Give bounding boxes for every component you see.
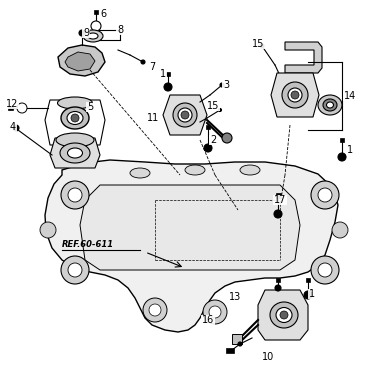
Bar xyxy=(276,278,280,282)
Ellipse shape xyxy=(318,95,342,115)
Circle shape xyxy=(209,306,221,318)
Text: 9: 9 xyxy=(83,28,89,38)
Ellipse shape xyxy=(60,143,90,163)
Text: 17: 17 xyxy=(274,195,286,205)
Text: 16: 16 xyxy=(202,315,214,325)
Circle shape xyxy=(17,103,27,113)
Circle shape xyxy=(318,263,332,277)
Ellipse shape xyxy=(178,108,192,122)
Text: REF.60-611: REF.60-611 xyxy=(62,240,114,249)
Ellipse shape xyxy=(83,30,103,42)
Circle shape xyxy=(164,83,172,91)
Circle shape xyxy=(274,210,282,218)
Circle shape xyxy=(68,263,82,277)
Circle shape xyxy=(149,304,161,316)
Polygon shape xyxy=(45,100,105,145)
Circle shape xyxy=(203,300,227,324)
Text: 1: 1 xyxy=(160,69,166,79)
Ellipse shape xyxy=(276,308,292,323)
Polygon shape xyxy=(58,45,105,76)
Text: 11: 11 xyxy=(147,113,159,123)
Ellipse shape xyxy=(68,148,82,158)
Text: 14: 14 xyxy=(344,91,356,101)
Circle shape xyxy=(71,114,79,122)
Ellipse shape xyxy=(240,165,260,175)
Bar xyxy=(306,278,310,282)
Circle shape xyxy=(222,133,232,143)
Circle shape xyxy=(91,21,101,31)
Circle shape xyxy=(318,188,332,202)
Text: 8: 8 xyxy=(117,25,123,35)
Text: 15: 15 xyxy=(252,39,264,49)
Ellipse shape xyxy=(88,33,98,39)
Circle shape xyxy=(338,153,346,161)
Text: 1: 1 xyxy=(309,289,315,299)
Ellipse shape xyxy=(185,165,205,175)
Text: 3: 3 xyxy=(223,80,229,90)
Bar xyxy=(8,106,13,110)
Circle shape xyxy=(40,222,56,238)
Text: 2: 2 xyxy=(210,135,216,145)
Circle shape xyxy=(79,30,85,36)
Bar xyxy=(94,10,98,14)
Text: 7: 7 xyxy=(149,62,155,72)
Text: 4: 4 xyxy=(10,122,16,132)
Circle shape xyxy=(304,291,312,299)
Text: 13: 13 xyxy=(229,292,241,302)
Circle shape xyxy=(311,256,339,284)
Ellipse shape xyxy=(173,103,197,127)
Text: 12: 12 xyxy=(6,99,18,109)
Ellipse shape xyxy=(282,82,308,108)
Ellipse shape xyxy=(270,302,298,328)
Text: 1: 1 xyxy=(347,145,353,155)
Circle shape xyxy=(219,109,222,111)
Text: 15: 15 xyxy=(207,101,219,111)
Polygon shape xyxy=(163,95,207,135)
Bar xyxy=(340,138,344,142)
Circle shape xyxy=(291,91,299,99)
Text: 6: 6 xyxy=(100,9,106,19)
Circle shape xyxy=(141,60,145,64)
Polygon shape xyxy=(80,185,300,270)
Ellipse shape xyxy=(56,133,94,147)
Ellipse shape xyxy=(288,88,302,102)
Polygon shape xyxy=(45,160,338,332)
Circle shape xyxy=(68,188,82,202)
Circle shape xyxy=(332,222,348,238)
Circle shape xyxy=(275,285,281,291)
Ellipse shape xyxy=(323,99,337,111)
Circle shape xyxy=(181,111,189,119)
Ellipse shape xyxy=(67,111,83,124)
Bar xyxy=(232,334,242,344)
Ellipse shape xyxy=(61,107,89,129)
Bar xyxy=(276,193,280,198)
Polygon shape xyxy=(285,42,322,73)
Bar xyxy=(166,72,170,76)
Polygon shape xyxy=(258,290,308,340)
Bar xyxy=(206,125,210,129)
Ellipse shape xyxy=(130,168,150,178)
Circle shape xyxy=(204,144,212,152)
Circle shape xyxy=(280,311,288,319)
Text: 5: 5 xyxy=(87,102,93,112)
Ellipse shape xyxy=(58,97,92,109)
Polygon shape xyxy=(65,52,95,71)
Circle shape xyxy=(238,342,242,346)
Circle shape xyxy=(220,83,224,87)
Circle shape xyxy=(61,181,89,209)
Circle shape xyxy=(143,298,167,322)
Ellipse shape xyxy=(327,102,334,108)
Polygon shape xyxy=(50,138,100,168)
Circle shape xyxy=(311,181,339,209)
Circle shape xyxy=(61,256,89,284)
Circle shape xyxy=(260,44,264,48)
Text: 10: 10 xyxy=(262,352,274,362)
Polygon shape xyxy=(271,73,319,117)
Circle shape xyxy=(13,125,19,131)
Bar xyxy=(226,348,234,353)
